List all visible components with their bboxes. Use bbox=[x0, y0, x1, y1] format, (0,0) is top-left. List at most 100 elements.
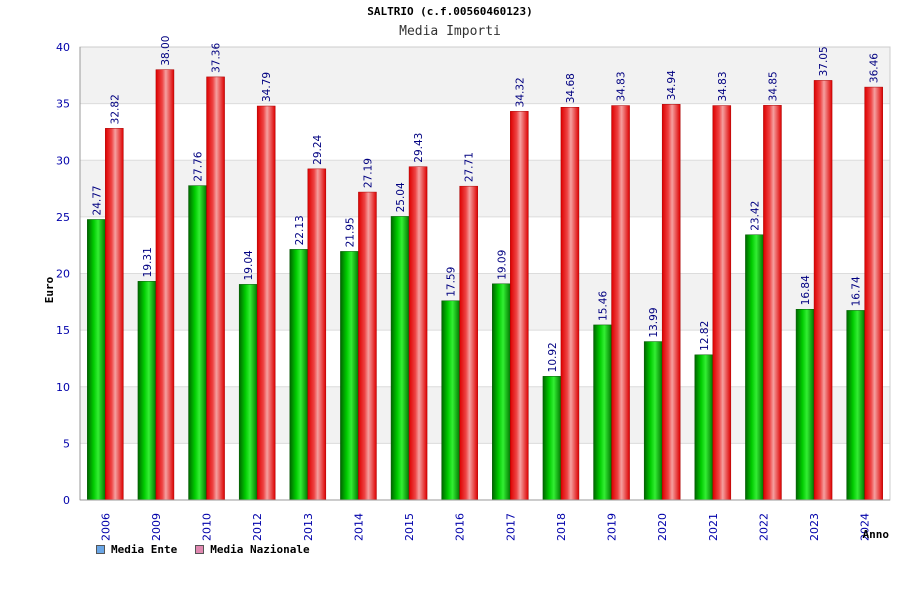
bar-media-ente bbox=[390, 216, 410, 501]
data-label: 19.31 bbox=[142, 247, 154, 277]
x-tick-label: 2013 bbox=[302, 513, 315, 541]
data-label: 19.04 bbox=[243, 250, 255, 280]
bar-media-ente bbox=[289, 249, 309, 501]
bar-media-nazionale bbox=[813, 80, 833, 501]
data-label: 34.94 bbox=[666, 70, 678, 100]
x-axis-label: Anno bbox=[863, 528, 890, 541]
data-label: 22.13 bbox=[294, 215, 306, 245]
data-label: 24.77 bbox=[91, 185, 103, 215]
bar-media-ente bbox=[492, 283, 511, 501]
bar-media-nazionale bbox=[155, 69, 175, 501]
data-label: 15.46 bbox=[598, 291, 610, 321]
legend-label-media-nazionale: Media Nazionale bbox=[210, 543, 310, 556]
data-label: 37.36 bbox=[211, 43, 223, 73]
x-tick-label: 2019 bbox=[606, 513, 619, 541]
y-tick-label: 15 bbox=[56, 324, 70, 337]
data-label: 37.05 bbox=[818, 46, 830, 76]
x-tick-label: 2018 bbox=[555, 513, 568, 541]
bar-media-nazionale bbox=[712, 105, 732, 501]
chart-title: SALTRIO (c.f.00560460123) bbox=[367, 5, 533, 18]
x-tick-label: 2015 bbox=[403, 513, 416, 541]
bar-media-ente bbox=[238, 284, 258, 501]
legend: Media Ente Media Nazionale bbox=[96, 543, 310, 556]
legend-swatch-media-nazionale bbox=[195, 545, 205, 554]
data-label: 12.82 bbox=[699, 321, 711, 351]
y-tick-label: 20 bbox=[56, 268, 70, 281]
legend-item-media-ente: Media Ente bbox=[96, 543, 177, 556]
y-tick-label: 40 bbox=[56, 41, 70, 54]
x-axis: 2006 2009 2010 2012 2013 2014 2015 2016 2017 2018… bbox=[80, 499, 890, 541]
data-label: 34.85 bbox=[767, 71, 779, 101]
y-axis: 0 5 10 15 20 25 30 35 40 bbox=[56, 41, 81, 507]
x-tick-label: 2014 bbox=[352, 513, 365, 541]
data-label: 34.83 bbox=[717, 71, 729, 101]
data-label: 25.04 bbox=[395, 182, 407, 212]
y-tick-label: 35 bbox=[56, 98, 70, 111]
x-tick-label: 2016 bbox=[454, 513, 467, 541]
data-label: 34.68 bbox=[565, 73, 577, 103]
bar-media-nazionale bbox=[864, 86, 883, 501]
bar-media-nazionale bbox=[307, 168, 327, 501]
bar-media-ente bbox=[643, 341, 663, 501]
data-label: 19.09 bbox=[496, 250, 508, 280]
bar-media-ente bbox=[87, 219, 106, 501]
bar-media-nazionale bbox=[256, 105, 276, 501]
x-tick-label: 2010 bbox=[201, 513, 214, 541]
y-tick-label: 0 bbox=[63, 494, 70, 507]
x-tick-label: 2012 bbox=[251, 513, 264, 541]
data-label: 16.74 bbox=[851, 276, 863, 306]
data-label: 13.99 bbox=[648, 308, 660, 338]
bar-media-nazionale bbox=[206, 76, 225, 501]
data-label: 36.46 bbox=[869, 53, 881, 83]
y-tick-label: 25 bbox=[56, 211, 70, 224]
x-tick-label: 2020 bbox=[656, 513, 669, 541]
x-tick-label: 2006 bbox=[99, 513, 112, 541]
data-label: 27.76 bbox=[193, 151, 205, 181]
data-label: 29.24 bbox=[312, 134, 324, 164]
bar-media-ente bbox=[694, 354, 714, 501]
bar-media-nazionale bbox=[105, 128, 124, 501]
data-label: 16.84 bbox=[800, 275, 812, 305]
bar-media-ente bbox=[795, 309, 815, 501]
x-tick-label: 2017 bbox=[504, 513, 517, 541]
bar-media-ente bbox=[441, 300, 460, 501]
x-tick-label: 2021 bbox=[707, 513, 720, 541]
bar-media-nazionale bbox=[661, 104, 681, 501]
data-label: 29.43 bbox=[413, 133, 425, 163]
bar-media-nazionale bbox=[763, 105, 782, 501]
data-label: 23.42 bbox=[749, 201, 761, 231]
bars-group: 24.77 32.82 19.31 38.00 27.76 37.36 19.04 34.79… bbox=[87, 36, 883, 501]
y-tick-label: 10 bbox=[56, 381, 70, 394]
data-label: 27.19 bbox=[362, 158, 374, 188]
data-label: 27.71 bbox=[464, 152, 476, 182]
data-label: 34.79 bbox=[261, 72, 273, 102]
bar-media-nazionale bbox=[611, 105, 630, 501]
bar-media-ente bbox=[188, 185, 207, 501]
data-label: 38.00 bbox=[160, 36, 172, 66]
x-tick-label: 2023 bbox=[808, 513, 821, 541]
data-label: 21.95 bbox=[344, 217, 356, 247]
bar-media-nazionale bbox=[459, 185, 478, 501]
y-tick-label: 30 bbox=[56, 154, 70, 167]
y-tick-label: 5 bbox=[63, 437, 70, 450]
data-label: 32.82 bbox=[109, 94, 121, 124]
data-label: 34.32 bbox=[514, 77, 526, 107]
legend-item-media-nazionale: Media Nazionale bbox=[195, 543, 310, 556]
data-label: 10.92 bbox=[547, 342, 559, 372]
legend-label-media-ente: Media Ente bbox=[111, 543, 178, 556]
x-tick-label: 2024 bbox=[859, 513, 872, 541]
bar-media-nazionale bbox=[560, 106, 580, 501]
chart-subtitle: Media Importi bbox=[399, 24, 501, 39]
bar-media-nazionale bbox=[408, 166, 428, 501]
x-tick-label: 2009 bbox=[150, 513, 163, 541]
bar-media-ente bbox=[340, 251, 359, 501]
bar-media-ente bbox=[593, 324, 612, 501]
bar-media-nazionale bbox=[510, 111, 529, 501]
y-axis-label: Euro bbox=[43, 276, 56, 303]
data-label: 17.59 bbox=[446, 267, 458, 297]
data-label: 34.83 bbox=[616, 71, 628, 101]
bar-media-ente bbox=[846, 310, 865, 501]
bar-media-ente bbox=[137, 281, 157, 501]
bar-media-ente bbox=[542, 376, 562, 501]
